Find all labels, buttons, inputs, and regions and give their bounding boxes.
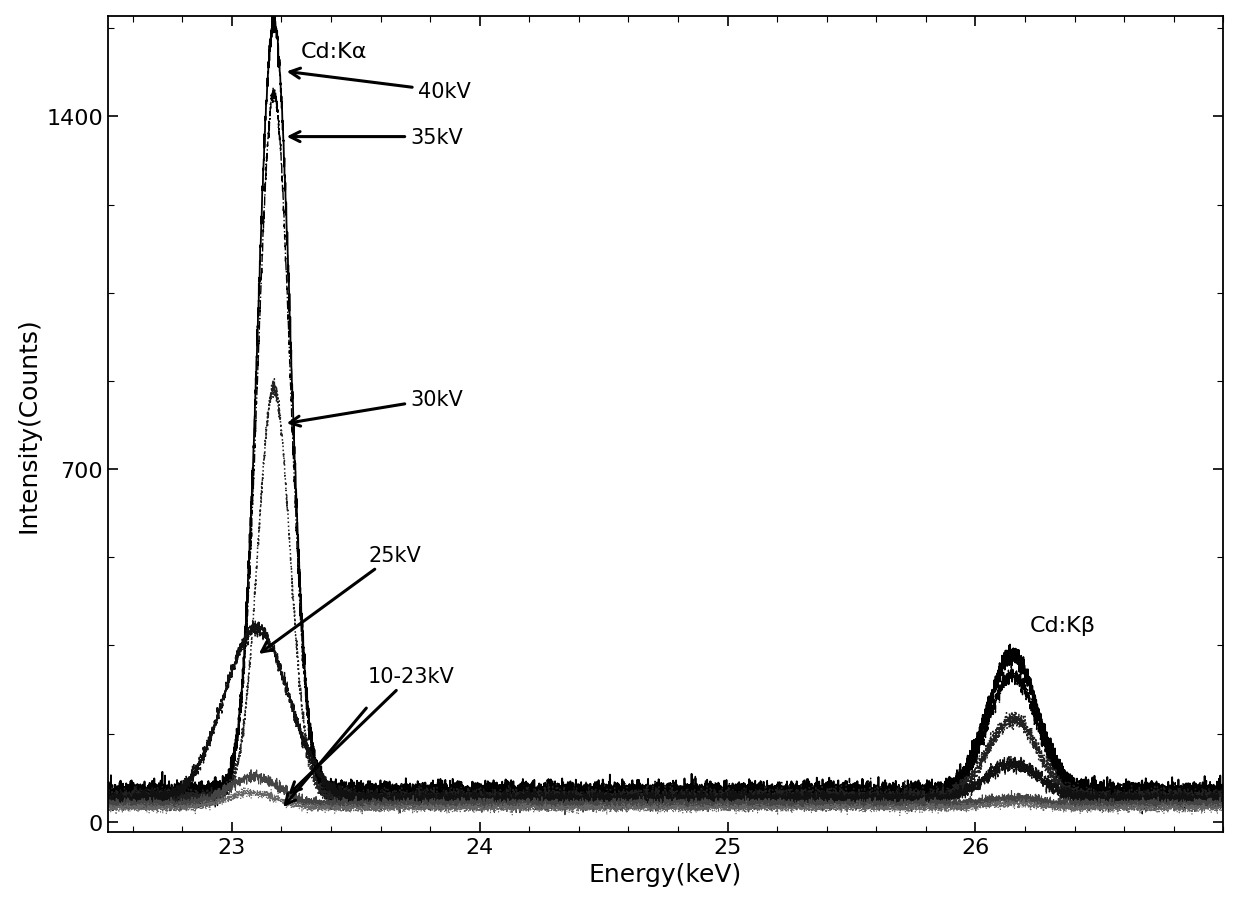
Text: 25kV: 25kV bbox=[262, 545, 420, 652]
Text: 40kV: 40kV bbox=[290, 69, 470, 102]
Y-axis label: Intensity(Counts): Intensity(Counts) bbox=[16, 317, 41, 532]
Text: 35kV: 35kV bbox=[290, 127, 463, 147]
X-axis label: Energy(keV): Energy(keV) bbox=[589, 862, 743, 887]
Text: 30kV: 30kV bbox=[290, 389, 463, 426]
Text: Cd:Kβ: Cd:Kβ bbox=[1030, 616, 1096, 636]
Text: Cd:Kα: Cd:Kα bbox=[301, 42, 368, 62]
Text: 10-23kV: 10-23kV bbox=[290, 666, 455, 793]
